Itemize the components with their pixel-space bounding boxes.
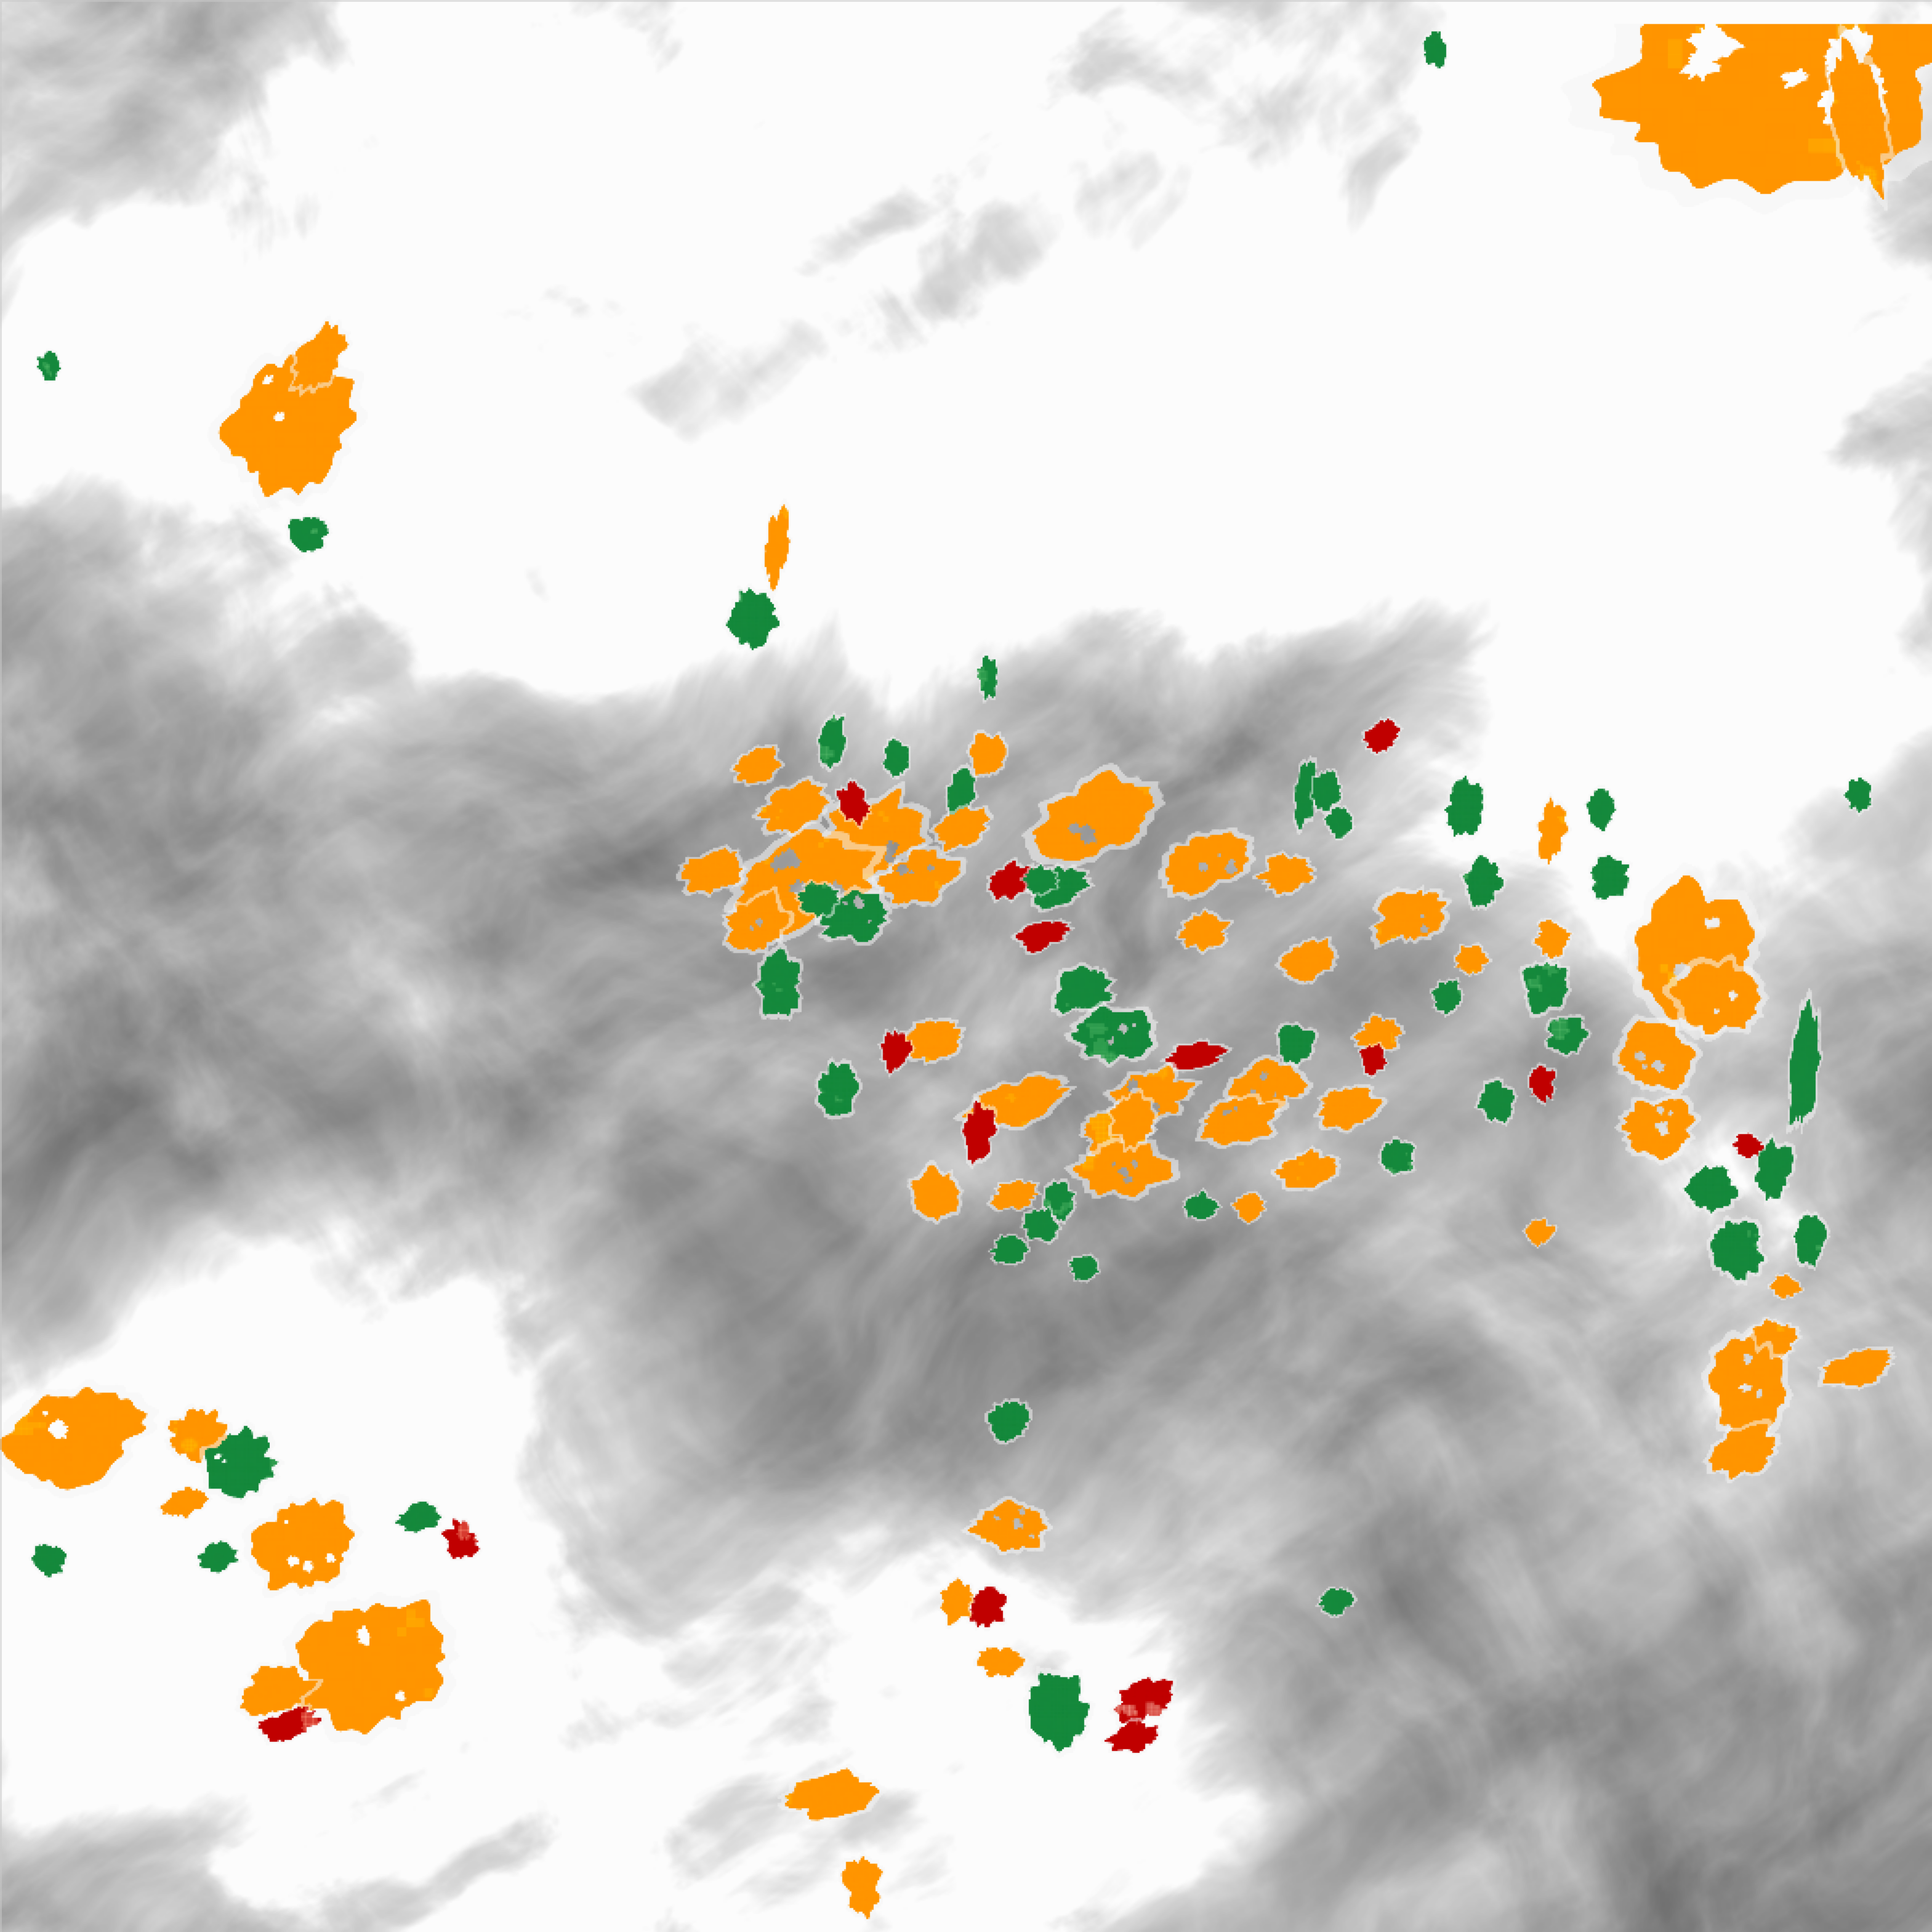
cloud-classification-overlay <box>0 0 1932 1932</box>
satellite-image-viewport <box>0 0 1932 1932</box>
